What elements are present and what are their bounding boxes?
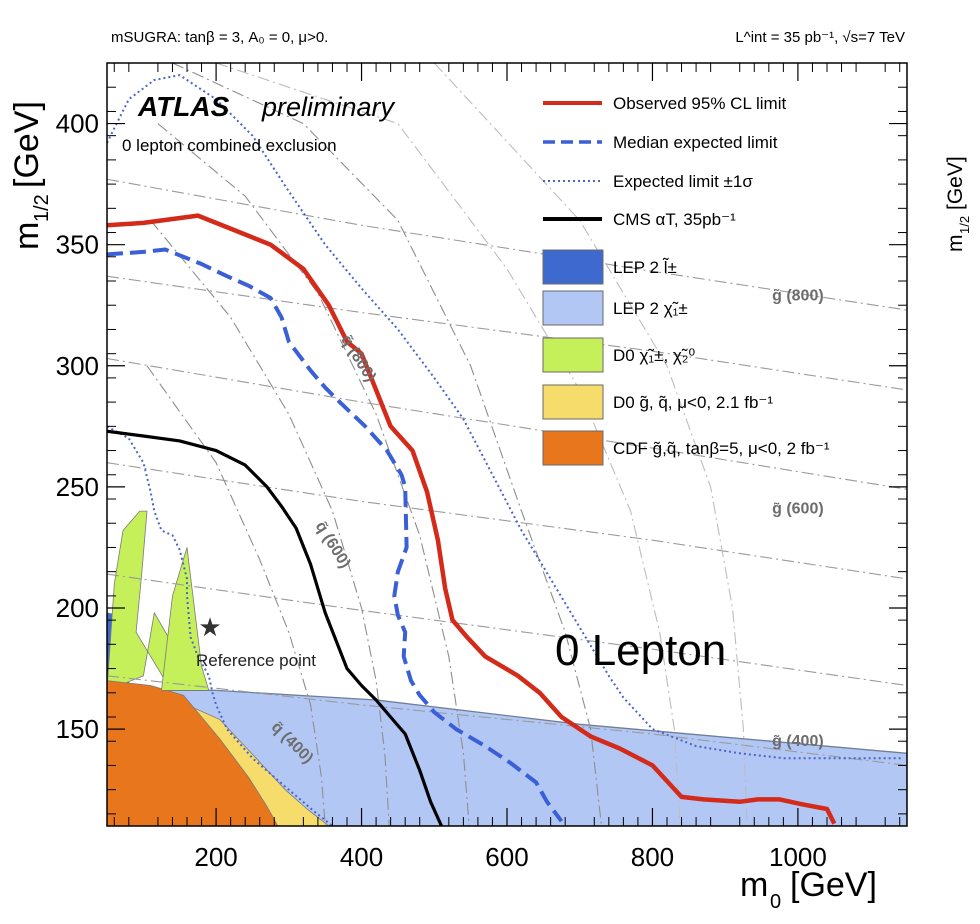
axis-ticks: 200 400 600 800 1000 150 200 250 300 350 400 — [56, 62, 907, 872]
gluino-isoline-2 — [107, 357, 907, 490]
experiment-label: ATLAS — [137, 91, 230, 122]
legend-swatch-6 — [542, 337, 604, 373]
y-tick-label: 250 — [56, 472, 99, 502]
y-axis-unit: [GeV] — [8, 101, 46, 188]
y-tick-label: 150 — [56, 714, 99, 744]
reference-point-label: Reference point — [196, 651, 316, 670]
iso-mass-lines — [107, 63, 907, 826]
x-axis-sub: 0 — [770, 891, 781, 913]
legend-label-7: D0 g̃, q̃, μ<0, 2.1 fb⁻¹ — [613, 393, 773, 412]
legend-label-8: CDF g̃,q̃, tanβ=5, μ<0, 2 fb⁻¹ — [613, 439, 830, 458]
x-tick-label: 800 — [631, 842, 674, 872]
region-d0-lobe — [161, 547, 210, 691]
series-3 — [107, 425, 334, 826]
x-tick-label: 1000 — [769, 842, 827, 872]
x-axis-unit: [GeV] — [790, 866, 877, 904]
iso-label-3: g̃ (800) — [772, 287, 824, 304]
x-axis-base: m — [740, 866, 768, 904]
legend-label-2: Expected limit ±1σ — [613, 172, 753, 191]
squark-isoline-3 — [146, 365, 326, 826]
iso-label-1: q̃ (600) — [312, 519, 354, 572]
experiment-status: preliminary — [261, 92, 396, 122]
iso-label-0: q̃ (800) — [337, 332, 379, 385]
big-label: 0 Lepton — [555, 626, 726, 675]
legend-label-0: Observed 95% CL limit — [613, 94, 786, 113]
x-tick-label: 600 — [485, 842, 528, 872]
gluino-isoline-4 — [107, 573, 907, 687]
right-axis-title: m 1/2 [GeV] — [944, 156, 972, 252]
x-axis-title: m 0 [GeV] — [740, 866, 877, 913]
gluino-isoline-5 — [107, 675, 907, 766]
limit-curves — [107, 74, 904, 826]
series-1 — [107, 247, 564, 823]
squark-isoline-2 — [150, 220, 390, 826]
gluino-isoline-3 — [107, 462, 907, 580]
legend-label-4: LEP 2 l̃± — [613, 257, 677, 277]
squark-isoline-1 — [157, 123, 470, 826]
y-tick-label: 400 — [56, 109, 99, 139]
right-axis-unit: [GeV] — [944, 156, 967, 210]
y-tick-label: 300 — [56, 351, 99, 381]
legend-swatch-4 — [542, 249, 604, 285]
series-0 — [107, 213, 837, 825]
y-tick-label: 200 — [56, 593, 99, 623]
legend-swatch-7 — [542, 384, 604, 420]
series-2 — [107, 74, 904, 760]
legend-label-5: LEP 2 χ̃₁± — [613, 299, 688, 318]
exclusion-regions — [107, 510, 907, 826]
iso-label-5: g̃ (400) — [772, 733, 824, 750]
header-left: mSUGRA: tanβ = 3, A₀ = 0, μ>0. — [111, 29, 328, 46]
legend-swatch-8 — [542, 430, 604, 466]
squark-isoline-0 — [172, 63, 603, 826]
legend-label-6: D0 χ̃₁±, χ̃₂⁰ — [613, 346, 695, 365]
y-axis-base: m — [8, 222, 46, 250]
header-right: L^int = 35 pb⁻¹, √s=7 TeV — [735, 29, 905, 46]
legend-swatch-5 — [542, 290, 604, 326]
series-4 — [107, 429, 443, 826]
legend-label-1: Median expected limit — [613, 133, 778, 152]
gluino-isoline-1 — [107, 275, 907, 391]
squark-isoline-4 — [215, 63, 681, 826]
gluino-isoline-0 — [107, 178, 907, 311]
y-tick-label: 350 — [56, 230, 99, 260]
x-tick-label: 400 — [340, 842, 383, 872]
right-axis-base: m — [944, 235, 967, 253]
x-tick-label: 200 — [194, 842, 237, 872]
legend: Observed 95% CL limit Median expected lim… — [542, 94, 830, 466]
y-axis-sub: 1/2 — [31, 194, 53, 222]
y-axis-title: m 1/2 [GeV] — [8, 101, 53, 250]
iso-label-4: g̃ (600) — [772, 500, 824, 517]
region-2 — [107, 510, 199, 692]
legend-label-3: CMS αT, 35pb⁻¹ — [613, 210, 736, 229]
reference-star: ★ — [198, 612, 221, 642]
right-axis-sub: 1/2 — [957, 216, 972, 234]
analysis-label: 0 lepton combined exclusion — [122, 136, 337, 155]
